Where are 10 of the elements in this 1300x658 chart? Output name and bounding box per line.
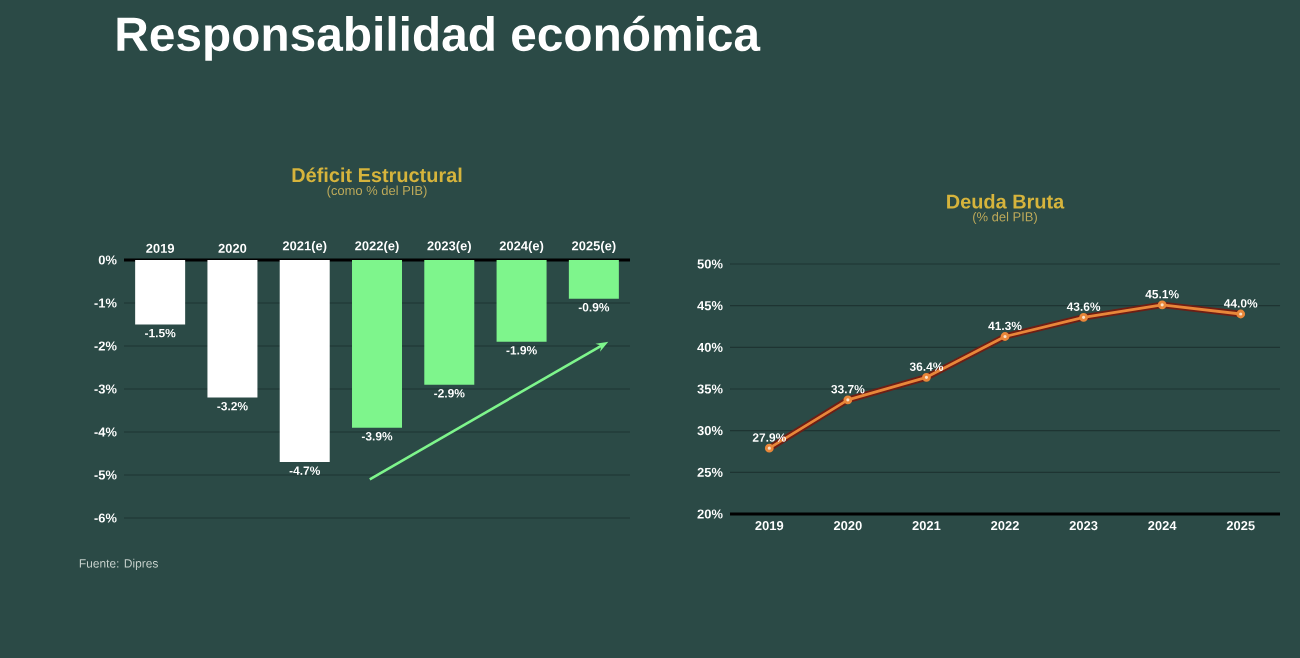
point [1157, 300, 1167, 310]
point [843, 395, 853, 405]
point [922, 372, 931, 382]
point [1000, 332, 1010, 341]
text: Responsabilidad económica [117, 15, 761, 61]
chart-title: Deuda Bruta [947, 193, 1065, 209]
point [764, 443, 774, 453]
chart-title: Déficit Estructural [292, 167, 462, 183]
point [1079, 312, 1088, 322]
point [1236, 309, 1246, 319]
